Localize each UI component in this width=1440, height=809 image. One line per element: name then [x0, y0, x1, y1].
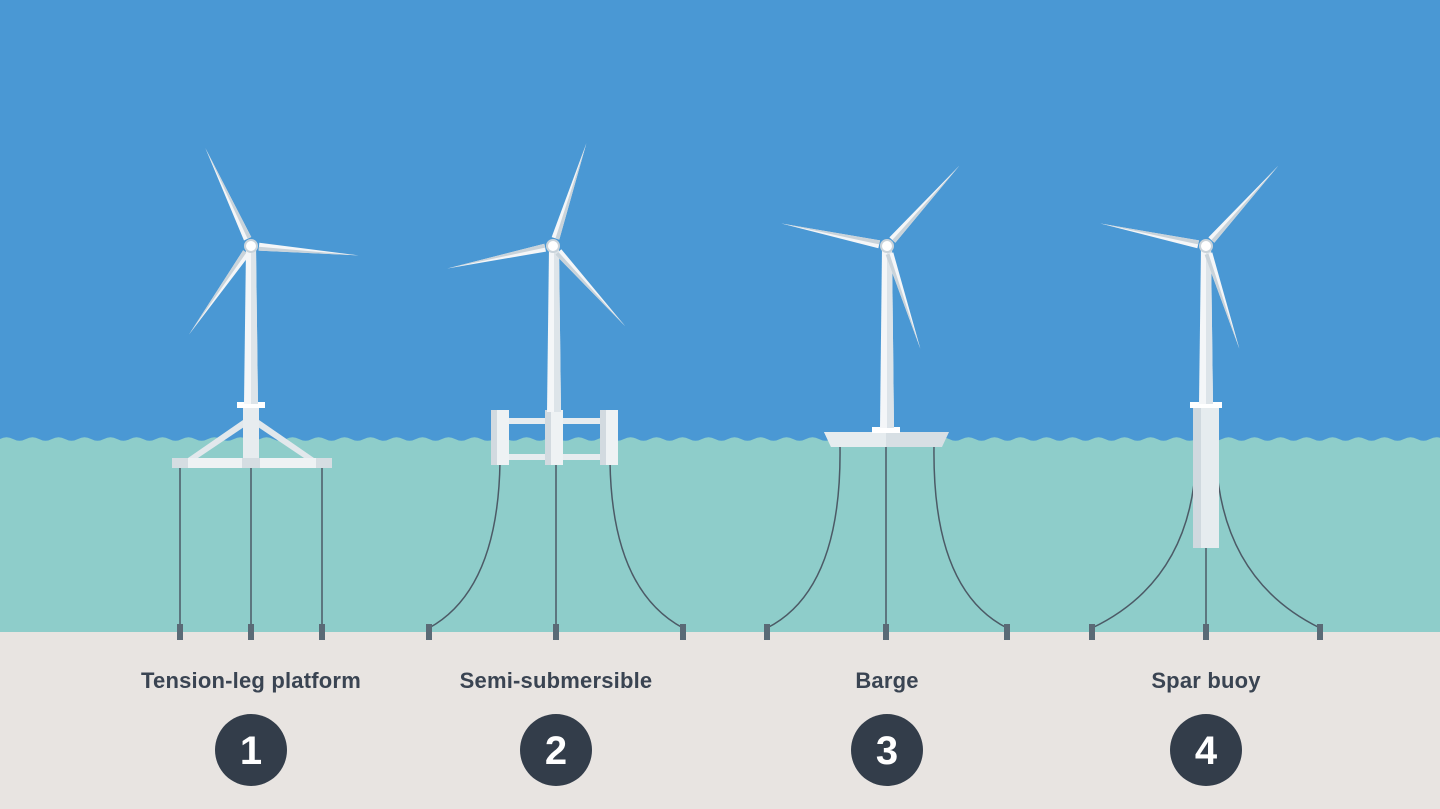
rotor-blades	[447, 143, 626, 327]
rotor-hub	[1199, 239, 1213, 253]
rotor-hub	[880, 239, 894, 253]
turbine-tower	[1199, 247, 1213, 404]
turbine-tower	[547, 247, 561, 412]
number-badge	[520, 714, 592, 786]
rotor-blades	[1100, 165, 1279, 349]
number-badge	[851, 714, 923, 786]
platform-3-caption: Barge 3	[851, 668, 923, 786]
platform-label: Semi-submersible	[460, 668, 653, 693]
platform-label: Tension-leg platform	[141, 668, 361, 693]
platform-label: Barge	[855, 668, 918, 693]
seabed-anchors	[426, 624, 686, 640]
rotor-hub	[546, 239, 560, 253]
rotor-blades	[781, 165, 960, 349]
semi-sub-platform	[491, 410, 618, 465]
platform-number: 2	[545, 729, 567, 773]
platform-number: 3	[876, 729, 898, 773]
spar-column	[1190, 402, 1222, 548]
barge-turbine	[764, 165, 1010, 640]
seabed-anchors	[1089, 624, 1323, 640]
turbine-tower	[244, 247, 258, 404]
platform-2-caption: Semi-submersible 2	[460, 668, 653, 786]
spar-buoy-turbine	[1089, 165, 1323, 640]
platform-1-caption: Tension-leg platform 1	[141, 668, 361, 786]
semi-submersible-turbine	[426, 143, 686, 640]
turbine-tower	[880, 247, 894, 428]
mooring-lines	[766, 445, 1008, 629]
rotor-blades	[189, 148, 359, 335]
sea-water	[0, 437, 1440, 632]
tlp-platform	[172, 402, 332, 468]
number-badge	[215, 714, 287, 786]
number-badge	[1170, 714, 1242, 786]
mooring-lines	[428, 461, 684, 629]
tether-lines	[179, 468, 323, 628]
barge-hull	[824, 427, 949, 447]
tension-leg-platform-turbine	[172, 148, 359, 640]
platform-number: 4	[1195, 729, 1218, 773]
platform-4-caption: Spar buoy 4	[1151, 668, 1261, 786]
seabed-anchors	[177, 624, 325, 640]
platform-label: Spar buoy	[1151, 668, 1261, 693]
rotor-hub	[244, 239, 258, 253]
platform-number: 1	[240, 729, 262, 773]
seabed-anchors	[764, 624, 1010, 640]
